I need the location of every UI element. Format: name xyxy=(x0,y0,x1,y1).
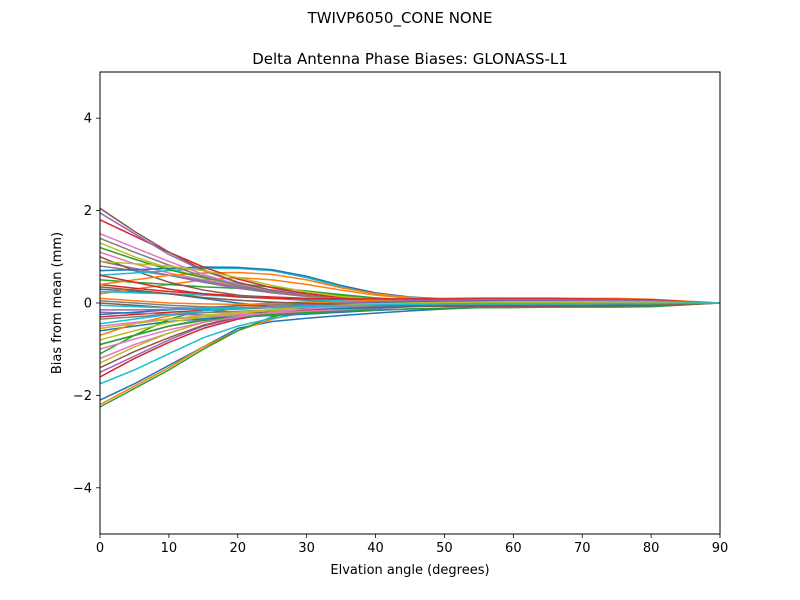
x-tick-label: 20 xyxy=(230,541,247,556)
series-line-36 xyxy=(100,207,720,304)
x-tick-label: 90 xyxy=(712,541,729,556)
tick-layer: 0 10 20 30 40 50 60 70 80 90 −4 −2 0 2 4 xyxy=(73,112,728,556)
x-tick-label: 80 xyxy=(643,541,660,556)
y-tick-label: 0 xyxy=(84,297,92,312)
series-line-43 xyxy=(100,302,720,346)
series-line-44 xyxy=(100,274,720,304)
series-line-34 xyxy=(100,219,720,304)
x-tick-label: 40 xyxy=(367,541,384,556)
x-tick-label: 0 xyxy=(96,541,104,556)
series-line-49 xyxy=(100,301,720,330)
series-layer xyxy=(100,207,720,408)
figure-suptitle: TWIVP6050_CONE NONE xyxy=(307,9,493,27)
x-tick-label: 30 xyxy=(298,541,315,556)
x-tick-label: 60 xyxy=(505,541,522,556)
y-axis-label: Bias from mean (mm) xyxy=(50,232,65,374)
x-axis-label: Elvation angle (degrees) xyxy=(330,563,489,578)
series-line-50 xyxy=(100,302,720,309)
series-line-46 xyxy=(100,286,720,307)
x-tick-label: 50 xyxy=(436,541,453,556)
y-tick-label: 4 xyxy=(84,112,92,127)
series-line-45 xyxy=(100,299,720,311)
x-tick-label: 10 xyxy=(161,541,178,556)
chart-title: Delta Antenna Phase Biases: GLONASS-L1 xyxy=(252,50,568,68)
series-line-35 xyxy=(100,212,720,304)
y-tick-label: −2 xyxy=(73,389,92,404)
x-tick-label: 70 xyxy=(574,541,591,556)
y-tick-label: 2 xyxy=(84,204,92,219)
y-tick-label: −4 xyxy=(73,481,92,496)
